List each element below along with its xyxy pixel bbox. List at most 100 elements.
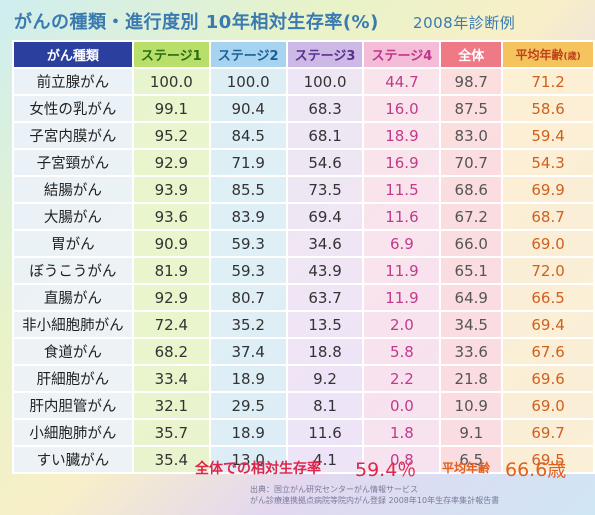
table-row: 食道がん 68.2 37.4 18.8 5.8 33.6 67.6 [12, 337, 595, 366]
cell-average-age: 72.0 [501, 256, 595, 285]
cell-stage2: 100.0 [208, 67, 288, 96]
diagnosis-year: 2008年診断例 [413, 14, 516, 32]
header-stage1: ステージ1 [131, 40, 211, 69]
cell-stage3: 100.0 [285, 67, 365, 96]
header-cancer-type: がん種類 [12, 40, 134, 69]
cell-average-age: 54.3 [501, 148, 595, 177]
cell-average-age: 69.5 [501, 445, 595, 474]
cell-stage2: 29.5 [208, 391, 288, 420]
cell-stage3: 34.6 [285, 229, 365, 258]
cell-stage1: 90.9 [131, 229, 211, 258]
cell-cancer-type: 肝細胞がん [12, 364, 134, 393]
source-line-1: 出典：国立がん研究センターがん情報サービス [250, 485, 418, 494]
cell-cancer-type: 子宮内膜がん [12, 121, 134, 150]
cell-stage1: 32.1 [131, 391, 211, 420]
cell-stage4: 11.6 [362, 202, 442, 231]
cell-stage4: 2.2 [362, 364, 442, 393]
cell-total: 65.1 [439, 256, 504, 285]
cell-cancer-type: ぼうこうがん [12, 256, 134, 285]
cell-cancer-type: 前立腺がん [12, 67, 134, 96]
cell-stage3: 13.5 [285, 310, 365, 339]
header-age-label: 平均年齢 [515, 48, 564, 62]
cell-stage2: 35.2 [208, 310, 288, 339]
title-text: がんの種類・進行度別 10年相対生存率(%) [14, 12, 379, 33]
cell-stage2: 71.9 [208, 148, 288, 177]
table-row: 肝細胞がん 33.4 18.9 9.2 2.2 21.8 69.6 [12, 364, 595, 393]
cell-average-age: 69.9 [501, 175, 595, 204]
header-row: がん種類 ステージ1 ステージ2 ステージ3 ステージ4 全体 平均年齢(歳) [12, 40, 595, 69]
cell-stage3: 4.1 [285, 445, 365, 474]
page-title: がんの種類・進行度別 10年相対生存率(%) 2008年診断例 [14, 8, 584, 38]
cell-average-age: 69.0 [501, 391, 595, 420]
table-row: ぼうこうがん 81.9 59.3 43.9 11.9 65.1 72.0 [12, 256, 595, 285]
cell-stage2: 90.4 [208, 94, 288, 123]
survival-table: がん種類 ステージ1 ステージ2 ステージ3 ステージ4 全体 平均年齢(歳) … [12, 40, 595, 474]
cell-stage3: 11.6 [285, 418, 365, 447]
table-row: 結腸がん 93.9 85.5 73.5 11.5 68.6 69.9 [12, 175, 595, 204]
cell-stage4: 44.7 [362, 67, 442, 96]
cell-stage4: 2.0 [362, 310, 442, 339]
cell-average-age: 67.6 [501, 337, 595, 366]
cell-stage4: 11.5 [362, 175, 442, 204]
cell-average-age: 69.0 [501, 229, 595, 258]
cell-total: 10.9 [439, 391, 504, 420]
source-note: 出典：国立がん研究センターがん情報サービス がん診療連携拠点病院等院内がん登録 … [250, 484, 590, 506]
cell-stage4: 0.0 [362, 391, 442, 420]
cell-stage3: 69.4 [285, 202, 365, 231]
cell-stage1: 100.0 [131, 67, 211, 96]
cell-average-age: 58.6 [501, 94, 595, 123]
cell-total: 68.6 [439, 175, 504, 204]
table-row: すい臓がん 35.4 13.0 4.1 0.8 6.5 69.5 [12, 445, 595, 474]
source-line-2: がん診療連携拠点病院等院内がん登録 2008年10年生存率集計報告書 [250, 496, 500, 505]
table-row: 大腸がん 93.6 83.9 69.4 11.6 67.2 68.7 [12, 202, 595, 231]
cell-stage4: 16.9 [362, 148, 442, 177]
cell-total: 66.0 [439, 229, 504, 258]
cell-cancer-type: 女性の乳がん [12, 94, 134, 123]
cell-stage3: 9.2 [285, 364, 365, 393]
cell-cancer-type: 食道がん [12, 337, 134, 366]
cell-stage1: 93.9 [131, 175, 211, 204]
cell-total: 34.5 [439, 310, 504, 339]
cell-stage3: 54.6 [285, 148, 365, 177]
table-row: 肝内胆管がん 32.1 29.5 8.1 0.0 10.9 69.0 [12, 391, 595, 420]
cell-total: 6.5 [439, 445, 504, 474]
table-row: 小細胞肺がん 35.7 18.9 11.6 1.8 9.1 69.7 [12, 418, 595, 447]
cell-stage2: 85.5 [208, 175, 288, 204]
cell-total: 33.6 [439, 337, 504, 366]
table-row: 非小細胞肺がん 72.4 35.2 13.5 2.0 34.5 69.4 [12, 310, 595, 339]
cell-cancer-type: 子宮頸がん [12, 148, 134, 177]
cell-stage1: 35.4 [131, 445, 211, 474]
cell-cancer-type: 非小細胞肺がん [12, 310, 134, 339]
cell-average-age: 69.4 [501, 310, 595, 339]
cell-stage1: 68.2 [131, 337, 211, 366]
table-row: 直腸がん 92.9 80.7 63.7 11.9 64.9 66.5 [12, 283, 595, 312]
cell-total: 9.1 [439, 418, 504, 447]
cell-stage4: 11.9 [362, 256, 442, 285]
cell-total: 83.0 [439, 121, 504, 150]
table-body: 前立腺がん 100.0 100.0 100.0 44.7 98.7 71.2 女性の乳がん 99… [12, 67, 595, 474]
cell-cancer-type: 小細胞肺がん [12, 418, 134, 447]
cell-total: 64.9 [439, 283, 504, 312]
header-age-unit: (歳) [563, 52, 581, 62]
table-row: 子宮頸がん 92.9 71.9 54.6 16.9 70.7 54.3 [12, 148, 595, 177]
cell-stage3: 8.1 [285, 391, 365, 420]
cell-stage4: 18.9 [362, 121, 442, 150]
cell-stage2: 80.7 [208, 283, 288, 312]
cell-stage4: 5.8 [362, 337, 442, 366]
cell-stage4: 11.9 [362, 283, 442, 312]
cell-stage2: 13.0 [208, 445, 288, 474]
cell-stage3: 43.9 [285, 256, 365, 285]
cell-average-age: 71.2 [501, 67, 595, 96]
cell-stage1: 99.1 [131, 94, 211, 123]
cell-stage1: 92.9 [131, 148, 211, 177]
cell-stage3: 73.5 [285, 175, 365, 204]
overall-survival-value: 59.4％ [355, 459, 417, 481]
average-age-label: 平均年齢 [442, 461, 491, 475]
cell-average-age: 68.7 [501, 202, 595, 231]
cell-total: 67.2 [439, 202, 504, 231]
cell-total: 98.7 [439, 67, 504, 96]
cell-average-age: 69.6 [501, 364, 595, 393]
cell-stage2: 59.3 [208, 229, 288, 258]
header-stage2: ステージ2 [208, 40, 288, 69]
cell-average-age: 69.7 [501, 418, 595, 447]
